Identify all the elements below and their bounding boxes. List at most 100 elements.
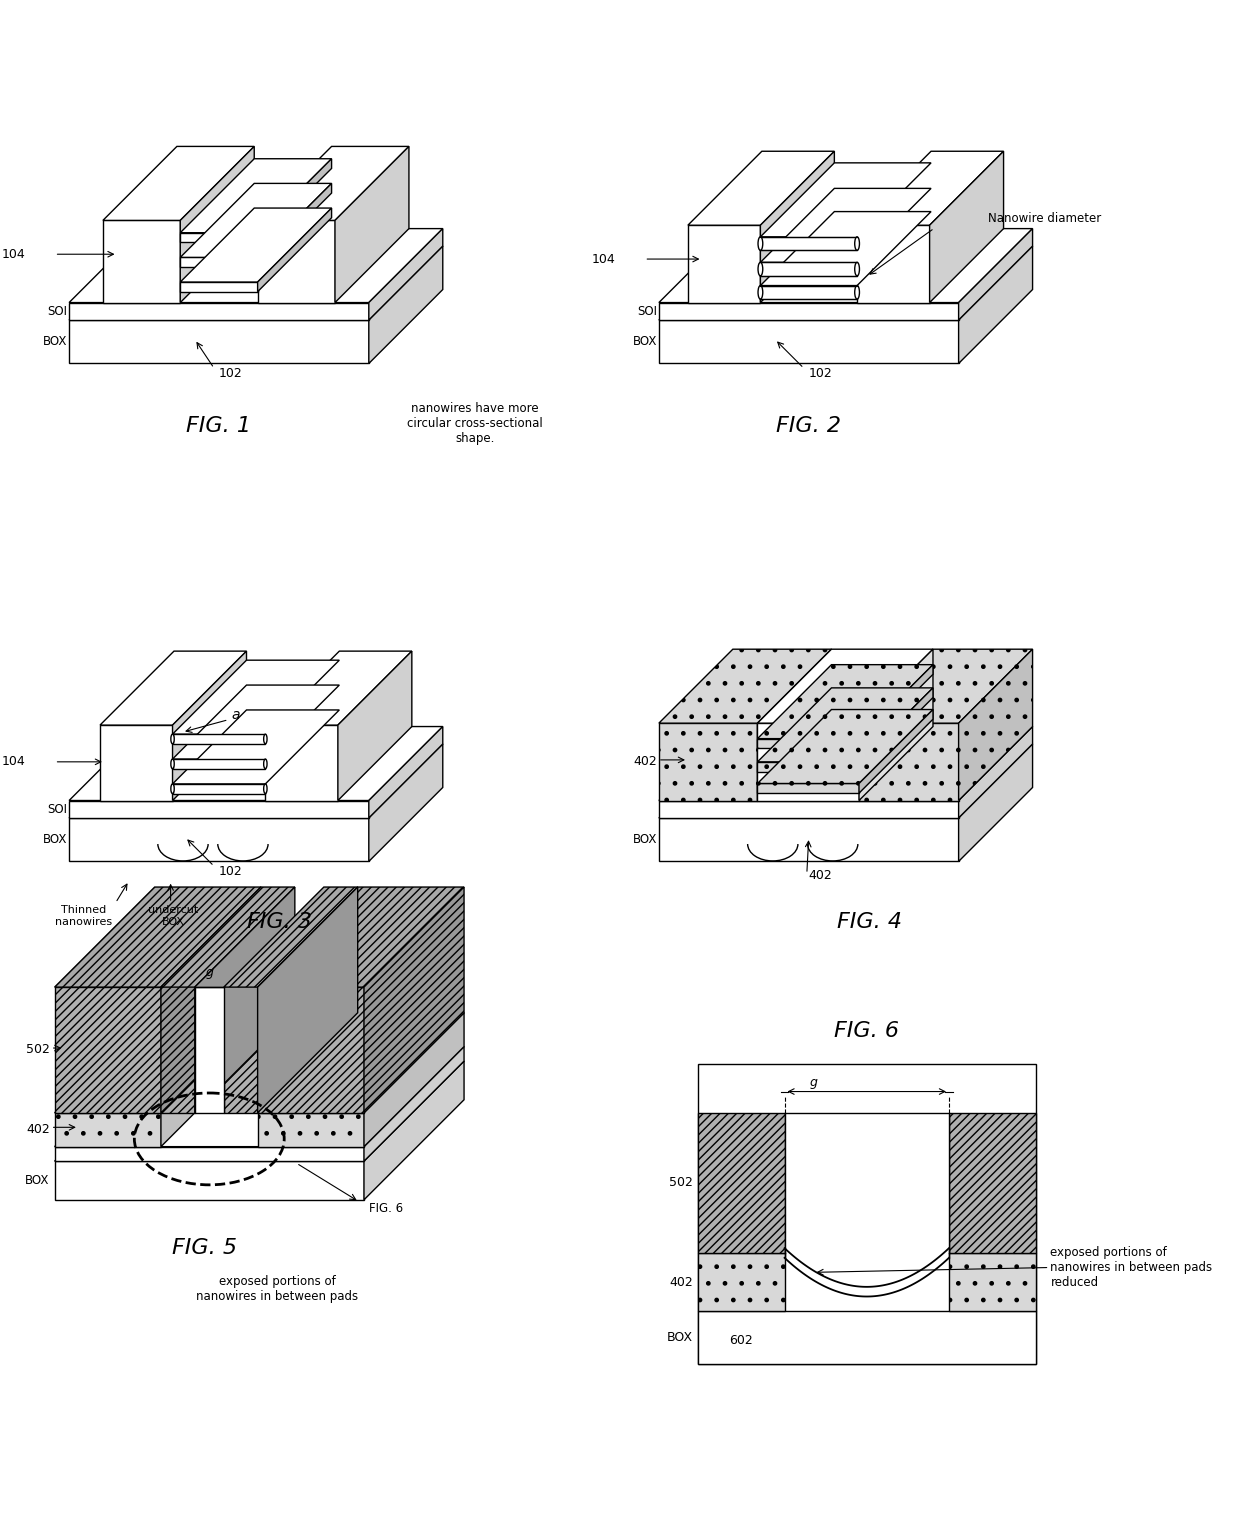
Polygon shape <box>368 727 443 818</box>
Polygon shape <box>760 286 857 300</box>
Polygon shape <box>365 887 464 1113</box>
Polygon shape <box>698 1311 1035 1364</box>
Polygon shape <box>959 743 1033 861</box>
Polygon shape <box>55 1146 365 1161</box>
Polygon shape <box>258 183 331 266</box>
Polygon shape <box>959 229 1033 319</box>
Polygon shape <box>55 1013 260 1113</box>
Polygon shape <box>258 887 464 987</box>
Ellipse shape <box>264 734 267 743</box>
Text: 104: 104 <box>591 253 615 265</box>
Text: nanowires have more
circular cross-sectional
shape.: nanowires have more circular cross-secti… <box>407 403 543 445</box>
Polygon shape <box>760 151 835 303</box>
Polygon shape <box>172 660 340 734</box>
Polygon shape <box>180 233 258 242</box>
Polygon shape <box>368 245 443 363</box>
Polygon shape <box>758 724 859 801</box>
Polygon shape <box>760 212 931 286</box>
Polygon shape <box>760 188 931 262</box>
Text: FIG. 6: FIG. 6 <box>835 1020 899 1040</box>
Polygon shape <box>55 1061 464 1161</box>
Ellipse shape <box>171 784 175 793</box>
Polygon shape <box>959 650 1033 801</box>
Text: 602: 602 <box>729 1334 753 1346</box>
Polygon shape <box>368 743 443 861</box>
Polygon shape <box>69 743 443 818</box>
Ellipse shape <box>171 759 175 769</box>
Text: undercut
BOX: undercut BOX <box>149 905 198 927</box>
Polygon shape <box>161 1013 260 1146</box>
Text: FIG. 5: FIG. 5 <box>172 1238 237 1258</box>
Polygon shape <box>55 887 260 987</box>
Text: a: a <box>231 709 239 722</box>
Polygon shape <box>758 650 932 724</box>
Polygon shape <box>859 650 932 801</box>
Text: SOI: SOI <box>47 802 67 816</box>
Text: BOX: BOX <box>42 335 67 348</box>
Text: BOX: BOX <box>25 1173 50 1187</box>
Polygon shape <box>658 229 1033 303</box>
Text: 104: 104 <box>1 248 26 260</box>
Polygon shape <box>698 1254 785 1311</box>
Polygon shape <box>69 303 368 319</box>
Polygon shape <box>758 783 859 793</box>
Polygon shape <box>959 245 1033 363</box>
Polygon shape <box>180 147 254 303</box>
Polygon shape <box>365 1046 464 1161</box>
Polygon shape <box>180 159 331 233</box>
Polygon shape <box>337 651 412 801</box>
Text: FIG. 4: FIG. 4 <box>837 913 903 933</box>
Polygon shape <box>100 651 247 725</box>
Polygon shape <box>180 183 331 257</box>
Ellipse shape <box>854 286 859 300</box>
Polygon shape <box>658 743 1033 818</box>
Polygon shape <box>103 221 180 303</box>
Text: FIG. 1: FIG. 1 <box>186 416 252 436</box>
Polygon shape <box>658 303 959 319</box>
Polygon shape <box>100 725 172 801</box>
Polygon shape <box>658 650 832 724</box>
Polygon shape <box>658 245 1033 319</box>
Text: BOX: BOX <box>667 1331 693 1343</box>
Polygon shape <box>180 282 258 292</box>
Text: 102: 102 <box>808 366 832 380</box>
Polygon shape <box>930 151 1003 303</box>
Polygon shape <box>172 684 340 759</box>
Polygon shape <box>859 650 1033 724</box>
Polygon shape <box>195 887 295 1113</box>
Text: SOI: SOI <box>47 304 67 318</box>
Polygon shape <box>55 1161 365 1199</box>
Polygon shape <box>258 159 331 242</box>
Polygon shape <box>698 1113 785 1254</box>
Polygon shape <box>258 147 409 221</box>
Text: exposed portions of
nanowires in between pads: exposed portions of nanowires in between… <box>196 1275 358 1304</box>
Text: FIG. 3: FIG. 3 <box>247 913 312 933</box>
Text: exposed portions of
nanowires in between pads
reduced: exposed portions of nanowires in between… <box>1050 1246 1213 1288</box>
Ellipse shape <box>171 734 175 743</box>
Polygon shape <box>959 727 1033 818</box>
Polygon shape <box>658 818 959 861</box>
Polygon shape <box>859 665 932 748</box>
Polygon shape <box>69 245 443 319</box>
Polygon shape <box>258 887 357 1113</box>
Polygon shape <box>180 207 331 282</box>
Polygon shape <box>688 151 835 226</box>
Text: BOX: BOX <box>632 833 657 846</box>
Text: g: g <box>206 966 213 980</box>
Ellipse shape <box>854 236 859 250</box>
Polygon shape <box>859 724 959 801</box>
Text: 102: 102 <box>219 864 243 878</box>
Text: 402: 402 <box>26 1123 50 1136</box>
Polygon shape <box>195 987 223 1113</box>
Polygon shape <box>758 650 832 801</box>
Text: 402: 402 <box>668 1275 693 1288</box>
Polygon shape <box>758 665 932 739</box>
Polygon shape <box>758 687 932 762</box>
Polygon shape <box>180 257 258 266</box>
Polygon shape <box>161 887 260 1113</box>
Polygon shape <box>859 687 932 772</box>
Polygon shape <box>172 651 247 801</box>
Ellipse shape <box>758 236 763 250</box>
Polygon shape <box>55 987 161 1113</box>
Text: Nanowire diameter: Nanowire diameter <box>987 212 1101 226</box>
